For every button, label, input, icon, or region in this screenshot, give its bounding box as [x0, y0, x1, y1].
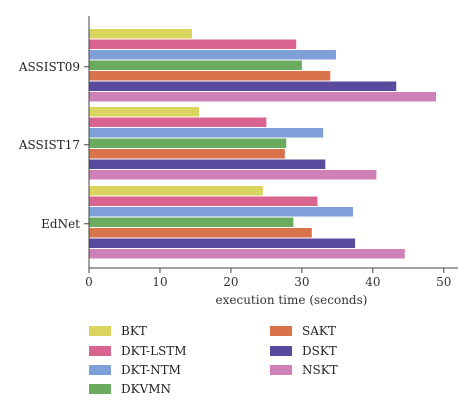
category-label-assist17: ASSIST17: [18, 138, 80, 152]
x-tick-label: 40: [365, 275, 380, 289]
bar-assist17-bkt: [89, 107, 199, 117]
category-label-assist09: ASSIST09: [18, 60, 80, 74]
legend-item-nskt: NSKT: [270, 363, 338, 377]
bar-ednet-dkvmn: [89, 217, 294, 227]
bar-assist09-sakt: [89, 71, 331, 81]
x-axis-title: execution time (seconds): [216, 293, 368, 307]
legend-swatch: [89, 326, 111, 336]
legend-label: DSKT: [302, 344, 337, 358]
bar-assist09-bkt: [89, 29, 192, 39]
legend-swatch: [89, 346, 111, 356]
legend-item-dkvmn: DKVMN: [89, 382, 171, 396]
bar-ednet-dkt-ntm: [89, 207, 353, 217]
x-tick-label: 30: [294, 275, 309, 289]
legend-swatch: [89, 384, 111, 394]
bar-ednet-sakt: [89, 228, 312, 238]
bars-group: [89, 29, 437, 259]
legend-swatch: [270, 365, 292, 375]
legend-label: DKVMN: [121, 382, 171, 396]
x-tick-label: 10: [152, 275, 167, 289]
legend-item-dskt: DSKT: [270, 344, 337, 358]
legend-swatch: [270, 346, 292, 356]
bar-ednet-dskt: [89, 238, 356, 248]
bar-assist09-dkvmn: [89, 60, 302, 70]
legend-label: NSKT: [302, 363, 338, 377]
legend-swatch: [89, 365, 111, 375]
bar-assist17-dkt-lstm: [89, 117, 267, 127]
legend-swatch: [270, 326, 292, 336]
legend-item-dkt-lstm: DKT-LSTM: [89, 344, 187, 358]
legend-item-dkt-ntm: DKT-NTM: [89, 363, 181, 377]
bar-assist09-dskt: [89, 81, 397, 91]
x-ticks-group: 0 10 20 30 40 50: [85, 268, 451, 289]
bar-ednet-bkt: [89, 186, 263, 196]
bar-assist17-dskt: [89, 159, 326, 169]
bar-assist09-nskt: [89, 92, 437, 102]
bar-assist17-dkt-ntm: [89, 128, 324, 138]
legend-label: BKT: [121, 324, 147, 338]
bar-ednet-nskt: [89, 249, 405, 259]
legend-item-sakt: SAKT: [270, 324, 336, 338]
x-tick-label: 20: [223, 275, 238, 289]
bar-assist17-nskt: [89, 170, 377, 180]
bar-assist09-dkt-lstm: [89, 39, 297, 49]
category-label-ednet: EdNet: [41, 217, 80, 231]
bar-assist09-dkt-ntm: [89, 50, 336, 60]
x-tick-label: 50: [436, 275, 451, 289]
legend-label: SAKT: [302, 324, 336, 338]
bar-ednet-dkt-lstm: [89, 196, 318, 206]
axes-group: [88, 16, 458, 269]
x-tick-label: 0: [85, 275, 93, 289]
legend-item-bkt: BKT: [89, 324, 147, 338]
bar-assist17-dkvmn: [89, 138, 287, 148]
legend-label: DKT-NTM: [121, 363, 181, 377]
legend: BKT DKT-LSTM DKT-NTM DKVMN SAKT DSKT NSKT: [89, 324, 338, 396]
bar-assist17-sakt: [89, 149, 285, 159]
category-labels-group: ASSIST09 ASSIST17 EdNet: [18, 60, 89, 231]
legend-label: DKT-LSTM: [121, 344, 187, 358]
